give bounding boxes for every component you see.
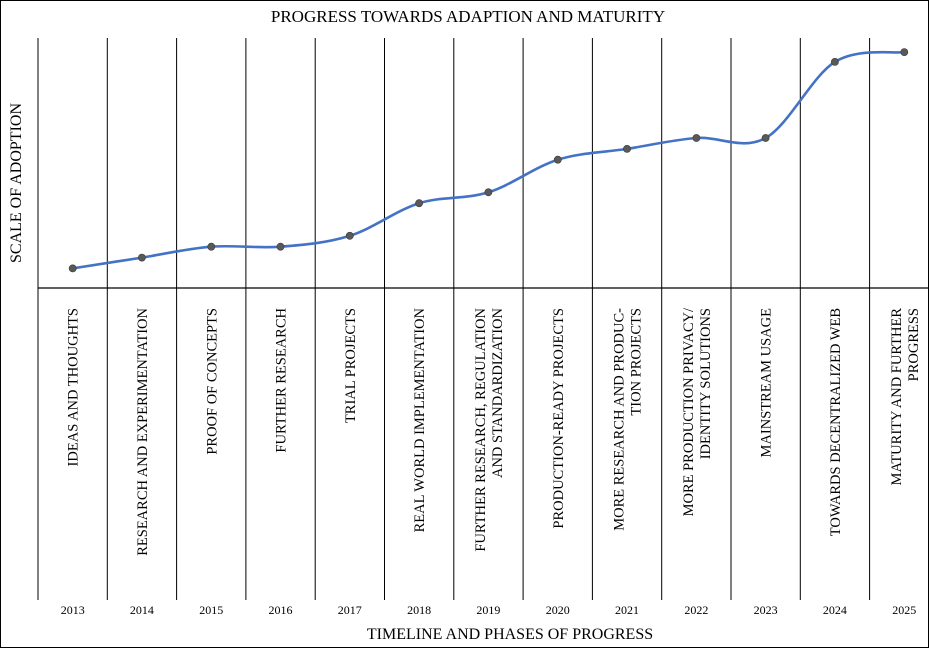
phase-label: MATURITY AND FURTHERPROGRESS: [889, 308, 922, 486]
data-point: [137, 253, 146, 262]
phase-label-line: RESEARCH AND EXPERIMENTATION: [135, 307, 151, 555]
phase-label-line: MORE RESEARCH AND PRODUC-: [612, 308, 628, 531]
data-point: [68, 264, 77, 273]
data-point: [692, 134, 701, 142]
data-point: [207, 242, 216, 251]
phase-dividers: [37, 38, 871, 600]
year-labels: 2013 2014 2015 2016 2017 2018 2019 2020 2021 2022…: [61, 603, 917, 617]
phase-label-line: PRODUCTION-READY PROJECTS: [551, 308, 567, 529]
phase-label: REAL WORLD IMPLEMENTATION: [412, 307, 428, 532]
year-label: 2014: [130, 603, 154, 617]
phase-label-line: IDENTITY SOLUTIONS: [698, 308, 714, 459]
phase-label: MORE RESEARCH AND PRODUC-TION PROJECTS: [612, 308, 645, 531]
phase-label-line: AND STANDARDIZATION: [490, 307, 506, 478]
data-point: [900, 48, 909, 56]
data-point: [831, 58, 839, 66]
year-label: 2022: [684, 603, 708, 617]
year-label: 2025: [892, 603, 916, 617]
year-label: 2017: [338, 603, 362, 617]
phase-label-line: PROGRESS: [906, 308, 922, 381]
phase-label-line: MORE PRODUCTION PRIVACY/: [681, 307, 697, 516]
y-axis-label: SCALE OF ADOPTION: [8, 103, 25, 263]
phase-label-line: TOWARDS DECENTRALIZED WEB: [828, 308, 844, 536]
phase-labels: IDEAS AND THOUGHTS RESEARCH AND EXPERIMEN…: [66, 307, 922, 556]
year-label: 2019: [476, 603, 500, 617]
phase-label-line: PROOF OF CONCEPTS: [204, 308, 220, 455]
year-label: 2021: [615, 603, 639, 617]
year-label: 2015: [199, 603, 223, 617]
phase-label-line: TION PROJECTS: [629, 308, 645, 416]
data-point: [623, 144, 631, 153]
year-label: 2013: [61, 603, 85, 617]
phase-label: PRODUCTION-READY PROJECTS: [551, 308, 567, 529]
phase-label: TRIAL PROJECTS: [343, 308, 359, 423]
year-label: 2024: [823, 603, 847, 617]
data-point: [553, 155, 562, 164]
data-point: [761, 134, 770, 142]
phase-label: IDEAS AND THOUGHTS: [66, 308, 82, 466]
year-label: 2016: [269, 603, 293, 617]
data-point: [415, 199, 423, 208]
phase-label-line: MATURITY AND FURTHER: [889, 308, 905, 486]
phase-label: FURTHER RESEARCH, REGULATIONAND STANDARD…: [473, 307, 506, 551]
data-point: [276, 242, 285, 251]
phase-label: RESEARCH AND EXPERIMENTATION: [135, 307, 151, 555]
phase-label: FURTHER RESEARCH: [274, 307, 290, 452]
data-point: [484, 188, 493, 197]
phase-label: TOWARDS DECENTRALIZED WEB: [828, 308, 844, 536]
phase-label-line: FURTHER RESEARCH: [274, 307, 290, 452]
phase-label-line: MAINSTREAM USAGE: [759, 308, 775, 458]
phase-label: MAINSTREAM USAGE: [759, 308, 775, 458]
adoption-series: [68, 48, 909, 273]
phase-label-line: IDEAS AND THOUGHTS: [66, 308, 82, 466]
phase-label: PROOF OF CONCEPTS: [204, 308, 220, 455]
data-point: [345, 231, 354, 240]
phase-label: MORE PRODUCTION PRIVACY/IDENTITY SOLUTIO…: [681, 307, 714, 516]
year-label: 2020: [546, 603, 570, 617]
year-label: 2018: [407, 603, 431, 617]
phase-label-line: FURTHER RESEARCH, REGULATION: [473, 307, 489, 551]
year-label: 2023: [754, 603, 778, 617]
chart-title: PROGRESS TOWARDS ADAPTION AND MATURITY: [271, 7, 665, 26]
x-axis-label: TIMELINE AND PHASES OF PROGRESS: [367, 626, 653, 643]
phase-label-line: TRIAL PROJECTS: [343, 308, 359, 423]
phase-label-line: REAL WORLD IMPLEMENTATION: [412, 307, 428, 532]
